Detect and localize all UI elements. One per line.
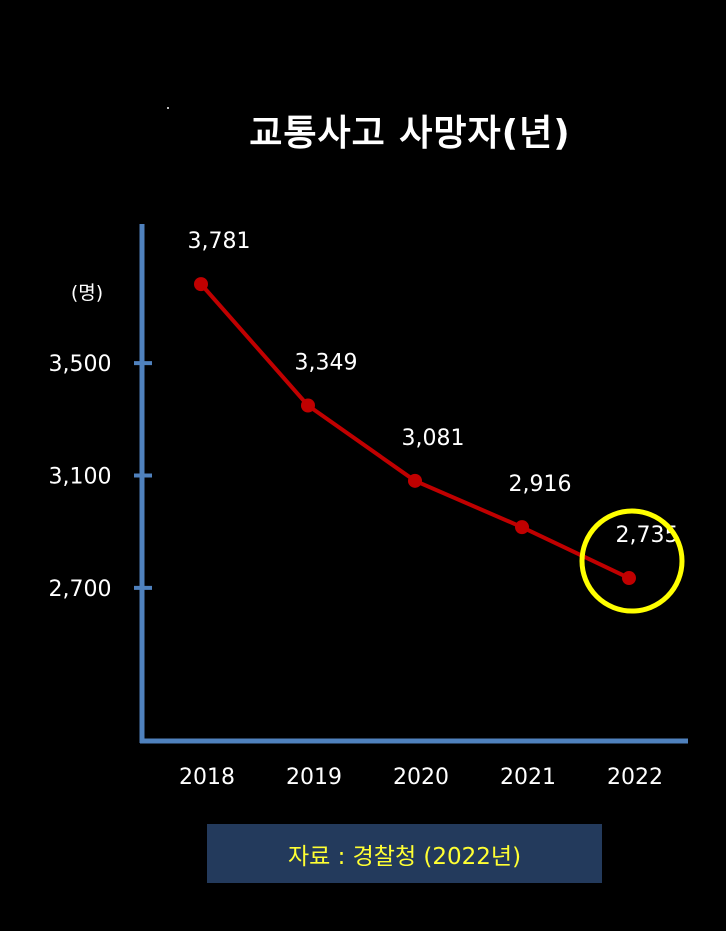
- data-label: 3,081: [402, 426, 465, 451]
- stray-dot: [167, 107, 169, 109]
- data-label: 2,916: [509, 472, 572, 497]
- x-tick-label: 2022: [607, 765, 663, 790]
- data-point: [622, 571, 636, 586]
- x-tick-label: 2018: [179, 765, 235, 790]
- y-tick-label: 3,100: [49, 464, 112, 489]
- highlight-layer: [579, 508, 685, 614]
- x-tick-label: 2020: [393, 765, 449, 790]
- chart-title: 교통사고 사망자(년): [249, 113, 571, 154]
- y-axis-unit-label: (명): [71, 282, 103, 304]
- y-axis-ticks: 2,700 3,100 3,500: [49, 352, 152, 602]
- x-tick-label: 2021: [500, 765, 556, 790]
- y-tick-label: 2,700: [49, 577, 112, 602]
- data-point: [515, 520, 529, 535]
- data-point: [301, 398, 315, 413]
- y-tick-label: 3,500: [49, 352, 112, 377]
- data-point: [408, 473, 422, 488]
- highlight-circle: [579, 508, 685, 614]
- data-label: 3,781: [188, 229, 251, 254]
- source-box: 자료 : 경찰청 (2022년): [207, 824, 602, 883]
- source-text: 자료 : 경찰청 (2022년): [287, 843, 522, 870]
- data-label: 3,349: [295, 351, 358, 376]
- x-axis-tick-labels: 2018 2019 2020 2021 2022: [179, 765, 663, 790]
- data-point: [194, 277, 208, 292]
- x-tick-label: 2019: [286, 765, 342, 790]
